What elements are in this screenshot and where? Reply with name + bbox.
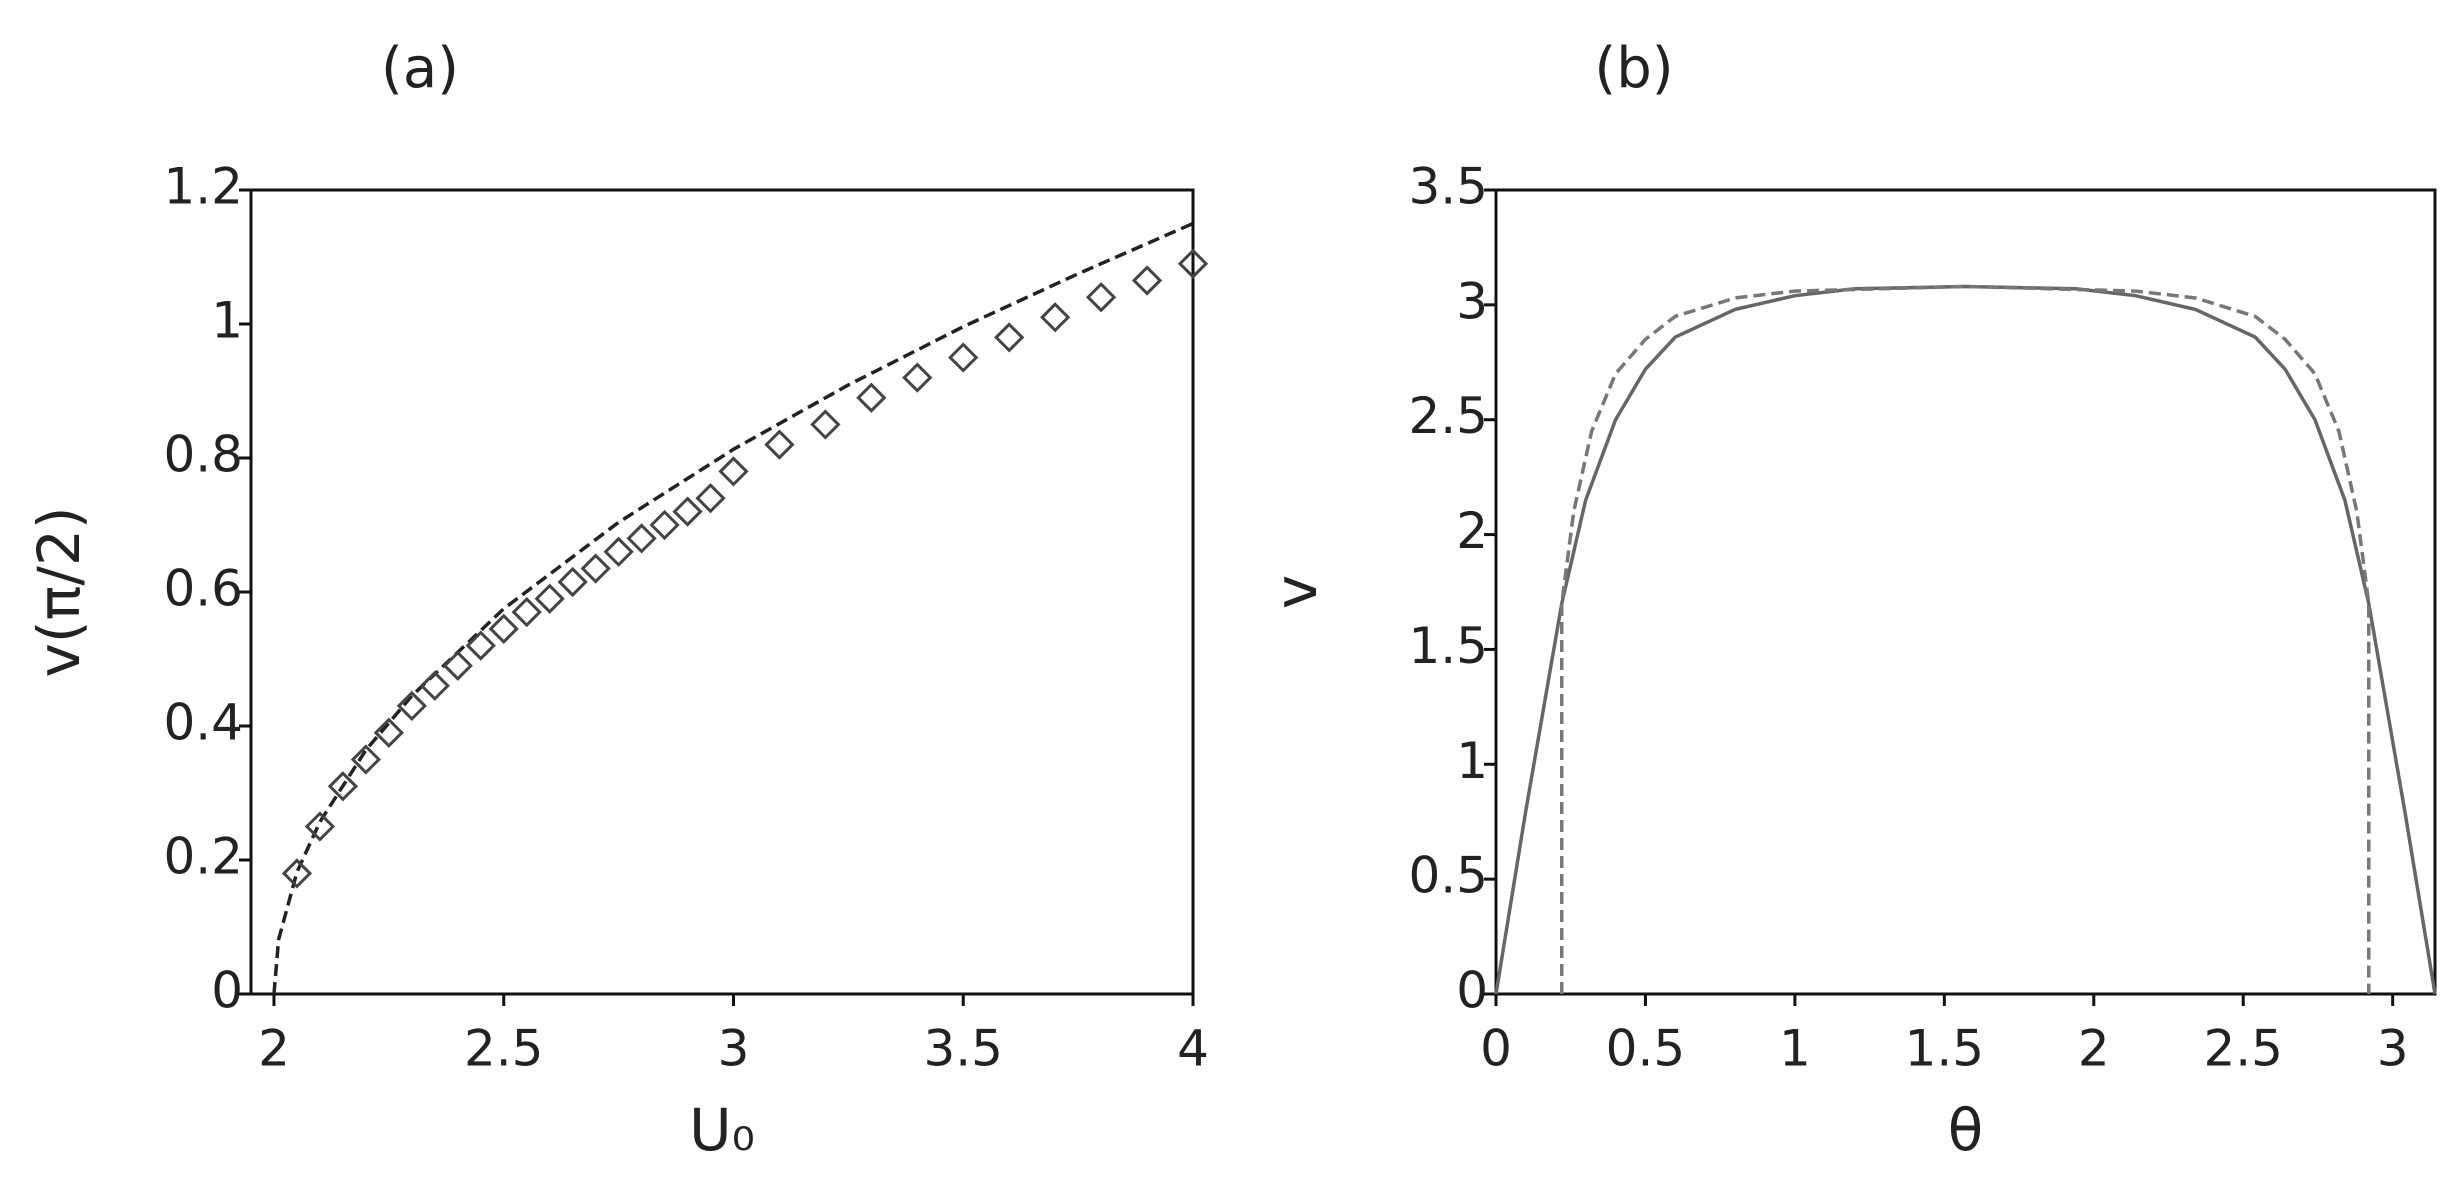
- panel-title: (b): [1594, 36, 1673, 101]
- diamond-marker: [856, 382, 887, 413]
- diamond-marker: [718, 456, 749, 487]
- x-tick-label: 4: [1177, 1020, 1209, 1078]
- y-axis-label: v: [1262, 575, 1330, 609]
- x-tick-label: 3.5: [923, 1020, 1003, 1078]
- diamond-marker: [948, 342, 979, 373]
- y-tick-label: 1.2: [163, 158, 243, 216]
- y-tick-label: 0.8: [163, 426, 243, 484]
- y-tick-label: 0.2: [163, 828, 243, 886]
- diamond-marker: [672, 496, 703, 527]
- x-axis-label: U₀: [689, 1096, 755, 1164]
- diamond-marker: [1131, 265, 1163, 296]
- x-tick-label: 2: [258, 1020, 290, 1078]
- y-tick-label: 2: [1456, 502, 1488, 560]
- x-tick-label: 0.5: [1606, 1020, 1686, 1078]
- diamond-marker: [396, 690, 427, 722]
- diamond-marker: [1040, 302, 1071, 333]
- y-tick-label: 1.5: [1408, 617, 1488, 675]
- diamond-marker: [695, 483, 726, 514]
- x-tick-label: 2.5: [2203, 1020, 2283, 1078]
- diamond-marker: [1177, 248, 1209, 279]
- diamond-marker: [304, 811, 336, 842]
- diamond-marker: [465, 630, 496, 661]
- diamond-marker: [373, 717, 404, 748]
- y-tick-label: 0: [211, 962, 243, 1020]
- diamond-marker: [534, 583, 565, 614]
- diamond-marker: [902, 362, 933, 393]
- y-axis-label: v(π/2): [25, 507, 93, 678]
- solid-curve: [1494, 284, 2437, 995]
- diamond-marker: [603, 536, 634, 567]
- diamond-marker: [1085, 282, 1117, 313]
- diamond-marker: [557, 566, 588, 598]
- y-tick-label: 0.4: [163, 694, 243, 752]
- diamond-marker: [488, 613, 519, 644]
- x-tick-label: 3: [2377, 1020, 2409, 1078]
- x-tick-label: 1.5: [1905, 1020, 1985, 1078]
- dashed-curve: [272, 221, 1194, 995]
- x-tick-label: 2.5: [464, 1020, 544, 1078]
- diamond-marker: [281, 858, 313, 889]
- diamond-marker: [649, 509, 680, 541]
- diamond-marker: [327, 771, 359, 802]
- y-tick-label: 3.5: [1408, 158, 1488, 216]
- x-tick-label: 3: [718, 1020, 750, 1078]
- dashed-curve: [1560, 284, 2371, 994]
- plot-frame: [249, 188, 1195, 996]
- y-tick-label: 1: [1456, 732, 1488, 790]
- y-tick-label: 0.6: [163, 560, 243, 618]
- diamond-marker: [626, 523, 657, 554]
- x-tick-label: 0: [1480, 1020, 1512, 1078]
- diamond-marker: [442, 650, 473, 681]
- x-tick-label: 2: [2078, 1020, 2110, 1078]
- diamond-marker: [994, 322, 1025, 353]
- y-tick-label: 1: [211, 292, 243, 350]
- x-tick-label: 1: [1779, 1020, 1811, 1078]
- diamond-marker: [350, 744, 381, 775]
- y-tick-label: 0.5: [1408, 847, 1488, 905]
- y-tick-label: 3: [1456, 272, 1488, 330]
- panel-title: (a): [381, 36, 459, 101]
- diamond-marker: [764, 429, 795, 460]
- diamond-marker: [810, 409, 841, 440]
- diamond-marker: [419, 670, 450, 701]
- x-axis-label: θ: [1948, 1096, 1984, 1164]
- y-tick-label: 0: [1456, 962, 1488, 1020]
- diamond-marker: [511, 596, 542, 628]
- plot-frame: [1494, 188, 2437, 996]
- diamond-marker: [580, 553, 611, 584]
- y-tick-label: 2.5: [1408, 387, 1488, 445]
